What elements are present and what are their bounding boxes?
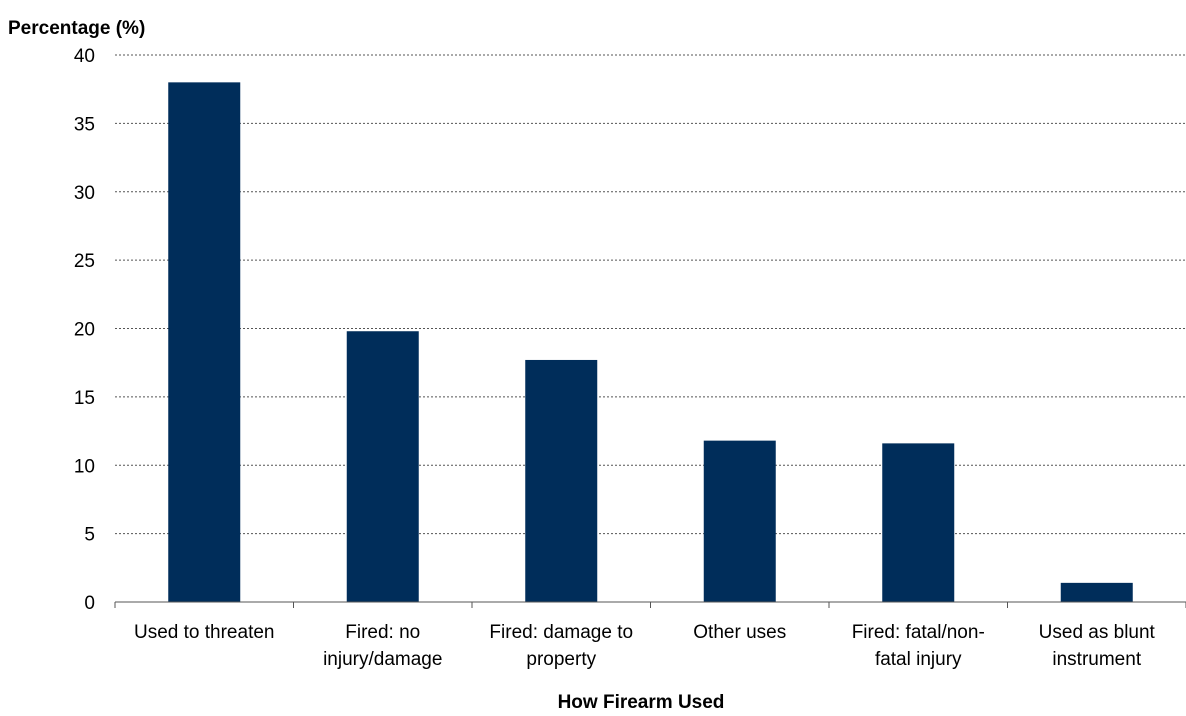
y-tick-label: 30: [74, 183, 95, 204]
x-axis-label: How Firearm Used: [558, 692, 725, 711]
y-axis-label: Percentage (%): [8, 18, 145, 39]
x-category-label: Used as blunt: [1039, 622, 1156, 643]
x-category-label: Fired: no: [345, 622, 420, 643]
bar: [346, 331, 419, 602]
y-tick-label: 10: [74, 456, 95, 477]
x-category-label: injury/damage: [323, 649, 442, 670]
y-tick-label: 15: [74, 388, 95, 409]
x-category-label: instrument: [1052, 649, 1141, 670]
bar: [703, 440, 776, 602]
x-axis: [114, 601, 1186, 608]
x-category-label: fatal injury: [875, 649, 962, 670]
y-tick-label: 40: [74, 46, 95, 67]
bar: [525, 359, 598, 602]
y-tick-label: 35: [74, 114, 95, 135]
y-tick-label: 25: [74, 251, 95, 272]
y-tick-label: 5: [84, 525, 95, 546]
x-category-labels: Used to threaten Fired: no injury/damage Fi…: [134, 622, 1156, 670]
x-category-label: Other uses: [693, 622, 786, 643]
x-category-label: Fired: fatal/non-: [852, 622, 985, 643]
gridlines: [115, 54, 1186, 535]
y-tick-labels: 0 5 10 15 20 25 30 35 40: [74, 46, 95, 614]
x-category-label: Used to threaten: [134, 622, 274, 643]
y-tick-label: 0: [84, 593, 95, 614]
bar: [882, 443, 955, 602]
y-tick-label: 20: [74, 320, 95, 341]
bars: [168, 82, 1133, 603]
x-category-label: property: [526, 649, 596, 670]
bar: [1060, 582, 1133, 602]
x-category-label: Fired: damage to: [489, 622, 633, 643]
bar: [168, 82, 241, 603]
